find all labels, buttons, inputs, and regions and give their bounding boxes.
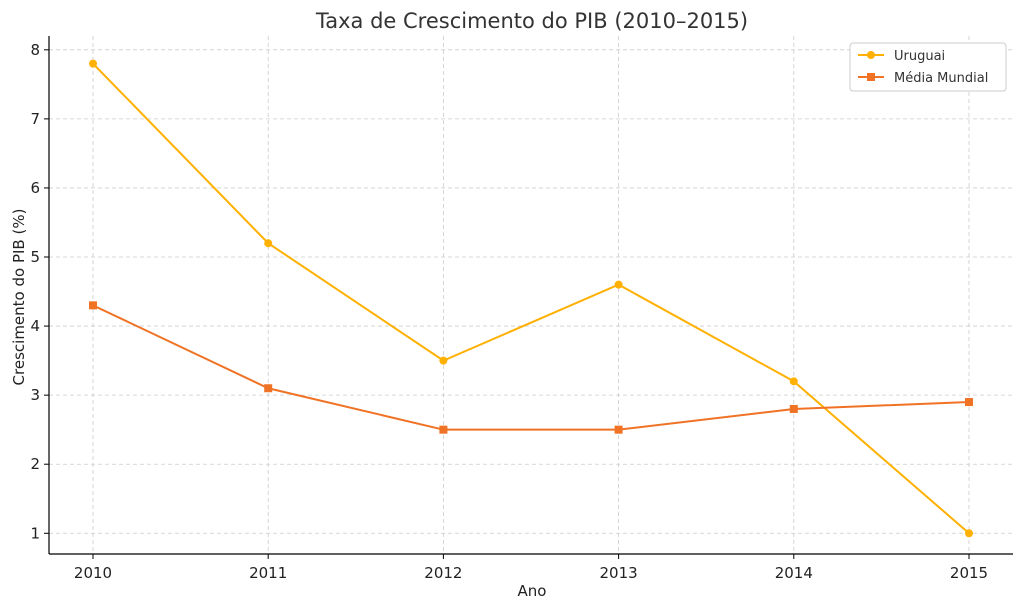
data-point-media-mundial [614, 425, 623, 434]
chart-title: Taxa de Crescimento do PIB (2010–2015) [315, 9, 748, 33]
data-point-media-mundial [264, 384, 273, 393]
x-tick-label: 2014 [775, 564, 813, 582]
y-tick-label: 4 [30, 317, 40, 335]
x-tick-label: 2015 [950, 564, 988, 582]
legend-box [849, 42, 1007, 92]
legend: Uruguai Média Mundial [849, 42, 1007, 92]
data-point-uruguai [264, 239, 273, 248]
y-axis-ticks: 1 2 3 4 5 6 7 8 [30, 41, 49, 542]
data-point-uruguai [439, 356, 448, 365]
x-tick-label: 2013 [600, 564, 638, 582]
y-tick-label: 2 [30, 455, 40, 473]
grid [49, 36, 1013, 554]
data-point-media-mundial [789, 404, 798, 413]
data-point-media-mundial [89, 301, 97, 310]
series-line-uruguai [92, 62, 970, 535]
y-tick-label: 6 [30, 179, 40, 197]
y-tick-label: 8 [30, 41, 40, 59]
legend-marker-media-mundial [867, 73, 875, 81]
y-tick-label: 1 [30, 524, 40, 542]
data-point-media-mundial [965, 398, 973, 407]
x-tick-label: 2011 [249, 564, 287, 582]
data-point-uruguai [89, 59, 97, 68]
legend-marker-uruguai [867, 51, 875, 59]
data-point-uruguai [965, 529, 973, 538]
series-group [89, 59, 973, 538]
series-line-media-mundial [92, 304, 970, 431]
y-axis-label: Crescimento do PIB (%) [10, 209, 28, 386]
data-point-uruguai [789, 377, 798, 386]
data-point-media-mundial [439, 425, 448, 434]
x-axis-label: Ano [518, 582, 547, 600]
legend-label-media-mundial: Média Mundial [894, 71, 988, 86]
x-axis-ticks: 2010 2011 2012 2013 2014 2015 [74, 554, 988, 582]
data-point-uruguai [614, 280, 623, 289]
y-tick-label: 5 [30, 248, 40, 266]
y-tick-label: 7 [30, 110, 40, 128]
x-tick-label: 2010 [74, 564, 112, 582]
x-tick-label: 2012 [424, 564, 462, 582]
axes [48, 36, 1013, 555]
y-tick-label: 3 [30, 386, 40, 404]
legend-label-uruguai: Uruguai [894, 49, 945, 64]
